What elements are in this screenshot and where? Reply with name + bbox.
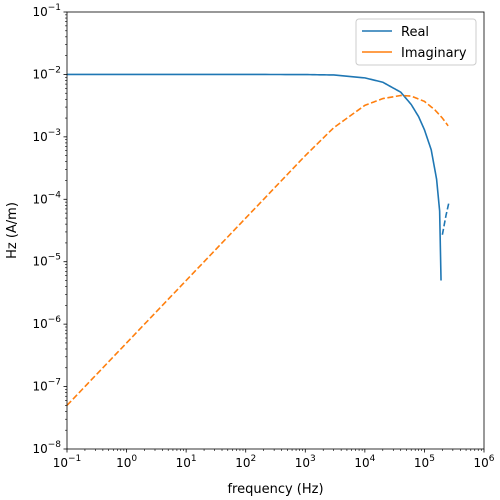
y-tick-label: 10−6 [32,315,61,331]
y-tick-label: 10−1 [32,3,61,19]
x-tick-label: 103 [295,454,316,470]
y-axis-title: Hz (A/m) [5,202,20,259]
y-tick-label: 10−7 [32,378,61,394]
x-tick-label: 102 [235,454,256,470]
x-axis-title: frequency (Hz) [227,482,323,497]
imaginary-series-line [66,94,449,406]
x-tick-label: 100 [116,454,137,470]
x-tick-label: 104 [354,454,375,470]
x-tick-label: 101 [176,454,197,470]
y-tick-label: 10−2 [32,65,61,81]
series-layer [66,73,450,406]
y-tick-label: 10−5 [32,253,61,269]
y-tick-label: 10−8 [32,440,61,456]
legend: Real Imaginary [355,18,477,66]
legend-label-imaginary: Imaginary [401,46,467,61]
y-tick-label: 10−3 [32,128,61,144]
legend-label-real: Real [401,25,429,40]
plot-area-frame [66,11,485,450]
x-tick-label: 10−1 [53,454,82,470]
x-tick-label: 105 [414,454,435,470]
real-tail-series-line [441,201,450,235]
x-tick-label: 106 [473,454,494,470]
real-series-line [67,73,442,281]
y-tick-label: 10−4 [32,190,61,206]
